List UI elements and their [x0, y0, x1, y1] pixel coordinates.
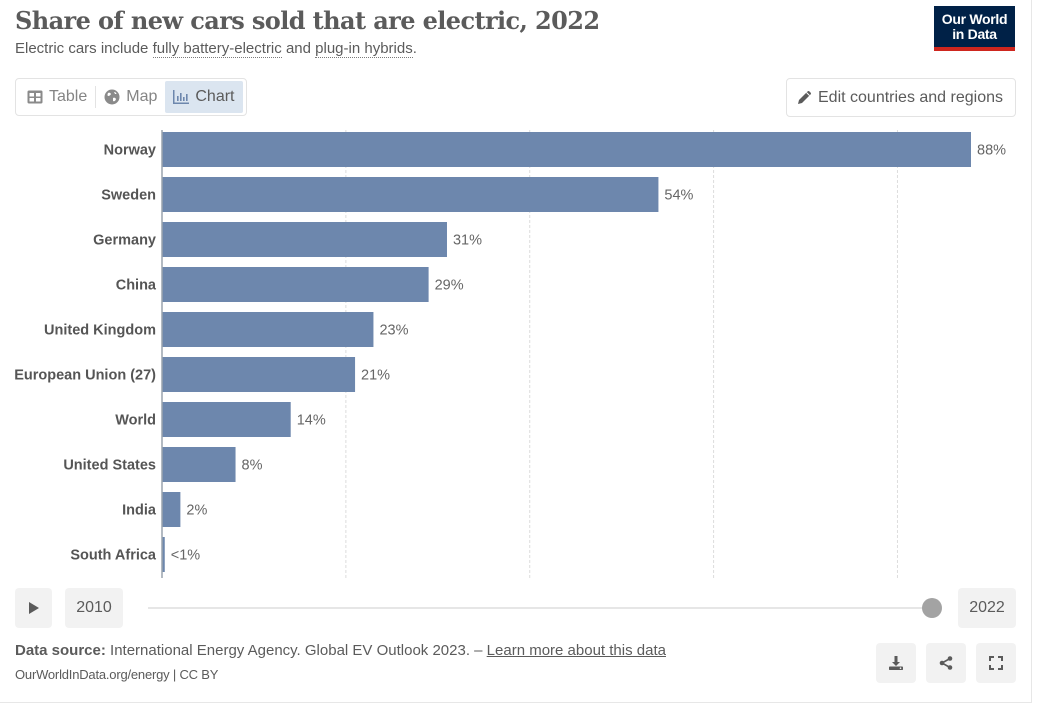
value-label: 8% [242, 458, 263, 474]
source-label: Data source: [15, 642, 106, 659]
labels: Norway 88% Sweden 54% Germany 31% China 29% Unit… [14, 143, 1006, 564]
value-label: 23% [379, 323, 408, 339]
bar-sweden[interactable] [162, 177, 659, 212]
bar-south-africa[interactable] [162, 537, 165, 572]
learn-more-link[interactable]: Learn more about this data [486, 642, 666, 659]
subtitle-text: Electric cars include [15, 40, 153, 57]
tab-map-label: Map [126, 88, 158, 105]
logo-line-1: Our World [941, 11, 1008, 27]
view-tabs: Table Map Chart [15, 78, 247, 116]
timeline-thumb[interactable] [922, 598, 942, 618]
owid-logo[interactable]: Our World in Data [934, 6, 1015, 51]
table-icon [27, 90, 43, 104]
value-label: 29% [435, 278, 464, 294]
category-label[interactable]: Germany [93, 233, 156, 249]
bar-united-states[interactable] [162, 447, 236, 482]
fullscreen-button[interactable] [976, 643, 1016, 683]
globe-icon [104, 89, 120, 105]
value-label: 31% [453, 233, 482, 249]
logo-line-2: in Data [952, 26, 997, 42]
value-label: <1% [171, 548, 201, 564]
chart-subtitle: Electric cars include fully battery-elec… [15, 40, 417, 58]
bar-chart: Norway 88% Sweden 54% Germany 31% China 29% Unit… [14, 130, 1006, 578]
subtitle-text: and [281, 40, 316, 57]
license-text[interactable]: OurWorldInData.org/energy | CC BY [15, 667, 219, 682]
download-button[interactable] [876, 643, 916, 683]
tab-chart[interactable]: Chart [165, 81, 243, 113]
bar-world[interactable] [162, 402, 291, 437]
bar-norway[interactable] [162, 132, 971, 167]
source-text: International Energy Agency. Global EV O… [105, 642, 487, 659]
bar-chart-icon [173, 90, 190, 104]
play-icon [28, 602, 39, 614]
chart-frame [0, 0, 1032, 703]
tab-table[interactable]: Table [19, 81, 95, 113]
tab-divider [95, 86, 97, 108]
share-icon [939, 656, 953, 670]
start-year-button[interactable]: 2010 [65, 588, 123, 628]
category-label[interactable]: United States [63, 458, 156, 474]
value-label: 54% [664, 188, 693, 204]
fullscreen-icon [989, 656, 1003, 670]
timeline-controls: 2010 2022 [15, 588, 1016, 628]
category-label[interactable]: World [115, 413, 156, 429]
share-button[interactable] [926, 643, 966, 683]
category-label[interactable]: India [122, 503, 157, 519]
category-label[interactable]: United Kingdom [44, 323, 156, 339]
subtitle-text: . [412, 40, 417, 57]
plug-in-hybrids-link[interactable]: plug-in hybrids [315, 40, 413, 58]
tab-chart-label: Chart [195, 88, 235, 105]
play-button[interactable] [15, 588, 52, 628]
edit-countries-button[interactable]: Edit countries and regions [786, 78, 1016, 117]
tab-table-label: Table [49, 88, 88, 105]
category-label[interactable]: European Union (27) [14, 368, 156, 384]
bar-china[interactable] [162, 267, 429, 302]
battery-electric-link[interactable]: fully battery-electric [152, 40, 282, 58]
category-label[interactable]: Norway [104, 143, 156, 159]
category-label[interactable]: China [116, 278, 157, 294]
bar-united-kingdom[interactable] [162, 312, 374, 347]
pencil-icon [798, 91, 811, 104]
end-year-button[interactable]: 2022 [958, 588, 1016, 628]
value-label: 21% [361, 368, 390, 384]
value-label: 2% [186, 503, 207, 519]
timeline-track[interactable] [148, 607, 933, 609]
category-label[interactable]: Sweden [101, 188, 156, 204]
chart-title: Share of new cars sold that are electric… [15, 6, 600, 35]
category-label[interactable]: South Africa [70, 548, 157, 564]
data-source: Data source: International Energy Agency… [15, 642, 666, 659]
value-label: 88% [977, 143, 1006, 159]
bar-india[interactable] [162, 492, 181, 527]
tab-map[interactable]: Map [96, 81, 165, 113]
download-icon [889, 656, 903, 670]
edit-countries-label: Edit countries and regions [818, 88, 1003, 106]
value-label: 14% [297, 413, 326, 429]
bar-germany[interactable] [162, 222, 447, 257]
bar-european-union-27[interactable] [162, 357, 356, 392]
bars [162, 132, 971, 572]
